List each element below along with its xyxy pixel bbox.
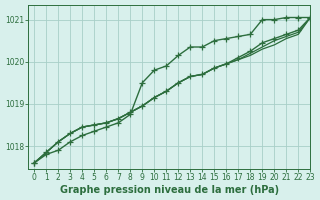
X-axis label: Graphe pression niveau de la mer (hPa): Graphe pression niveau de la mer (hPa) (60, 185, 279, 195)
